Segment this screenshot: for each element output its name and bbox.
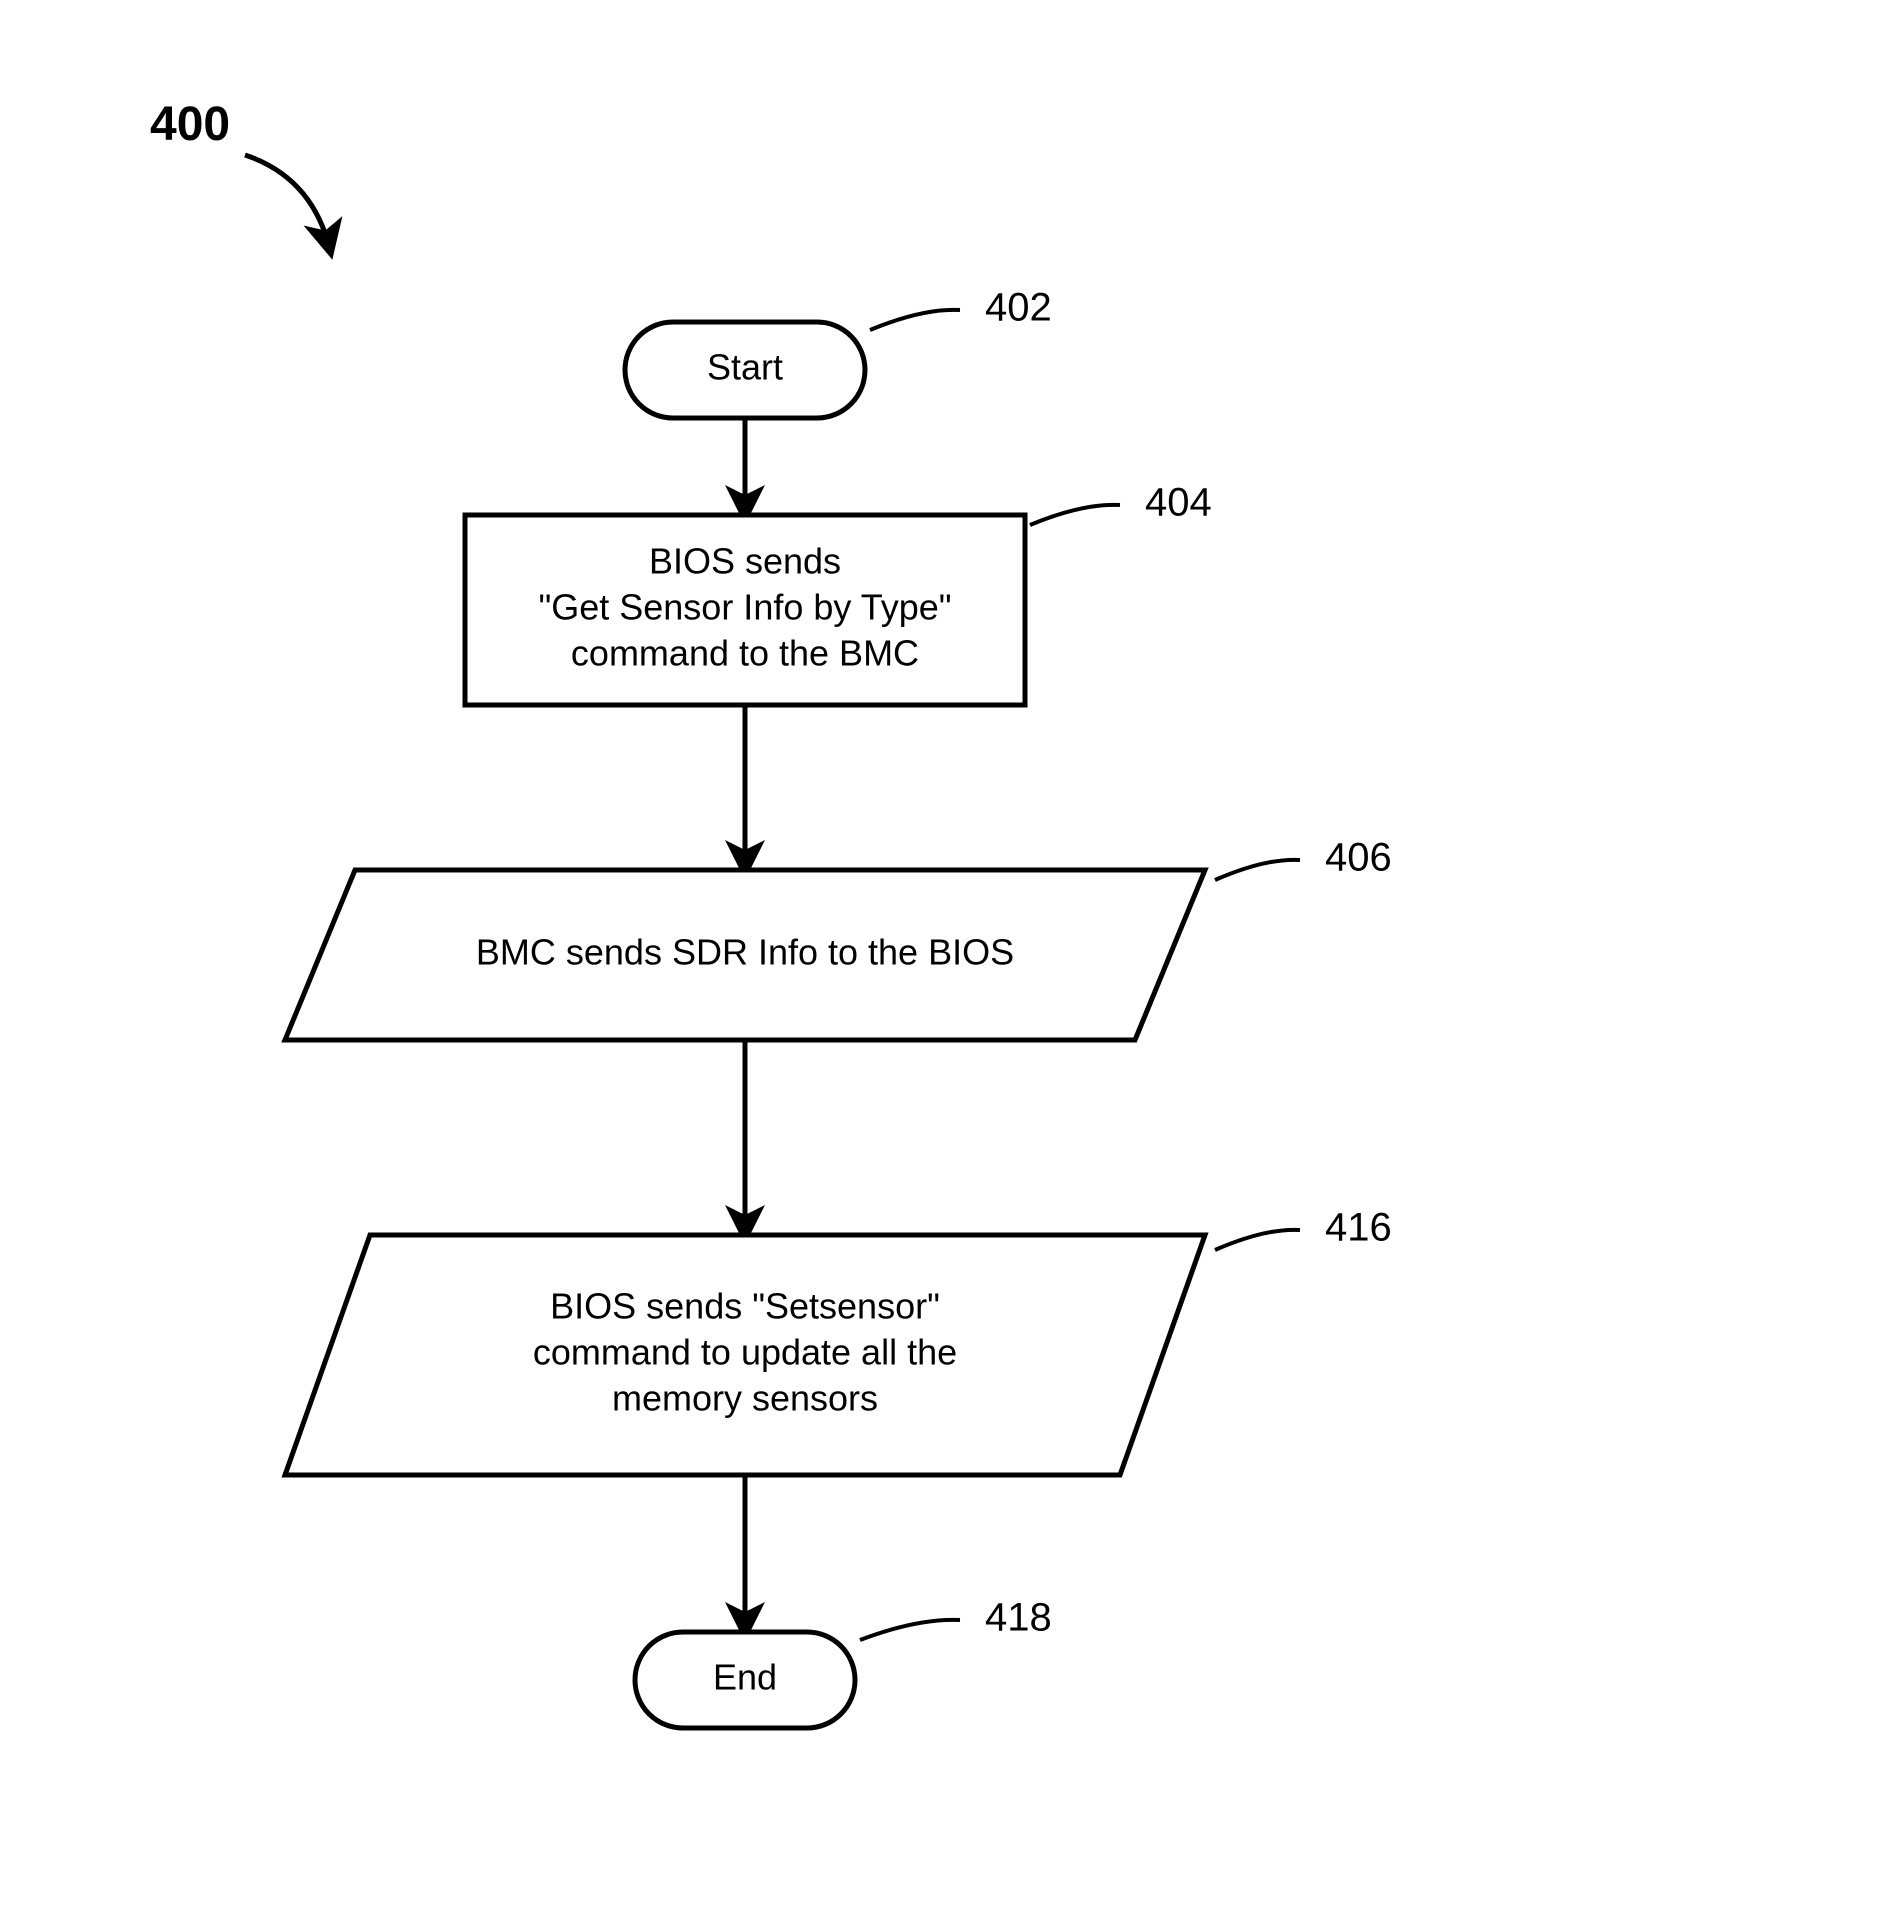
- node-step416-line-1: command to update all the: [533, 1332, 957, 1373]
- node-end-line-0: End: [713, 1657, 777, 1698]
- figure-number: 400: [150, 98, 230, 151]
- node-step404: BIOS sends "Get Sensor Info by Type" comma…: [465, 481, 1212, 705]
- node-step406-line-0: BMC sends SDR Info to the BIOS: [476, 932, 1014, 973]
- node-start: Start 402: [625, 286, 1052, 418]
- node-step406: BMC sends SDR Info to the BIOS 406: [285, 836, 1392, 1040]
- node-step404-line-1: "Get Sensor Info by Type": [538, 587, 951, 628]
- node-step416-line-2: memory sensors: [612, 1378, 878, 1419]
- node-step416-line-0: BIOS sends "Setsensor": [550, 1286, 940, 1327]
- label-leader-start: [870, 310, 960, 330]
- node-step404-line-0: BIOS sends: [649, 541, 841, 582]
- label-step404: 404: [1145, 481, 1212, 525]
- figure-number-arrow: [245, 155, 330, 250]
- label-leader-step406: [1215, 860, 1300, 880]
- flowchart-canvas: 400 Start 402 BIOS sends "Get Sensor Info by…: [0, 0, 1900, 1925]
- label-start: 402: [985, 286, 1052, 330]
- label-step406: 406: [1325, 836, 1392, 880]
- label-leader-step404: [1030, 505, 1120, 525]
- label-leader-step416: [1215, 1230, 1300, 1250]
- node-step404-line-2: command to the BMC: [571, 633, 919, 674]
- node-end: End 418: [635, 1596, 1052, 1728]
- node-start-line-0: Start: [707, 347, 783, 388]
- label-step416: 416: [1325, 1206, 1392, 1250]
- label-end: 418: [985, 1596, 1052, 1640]
- node-step416: BIOS sends "Setsensor" command to update …: [285, 1206, 1392, 1475]
- label-leader-end: [860, 1620, 960, 1640]
